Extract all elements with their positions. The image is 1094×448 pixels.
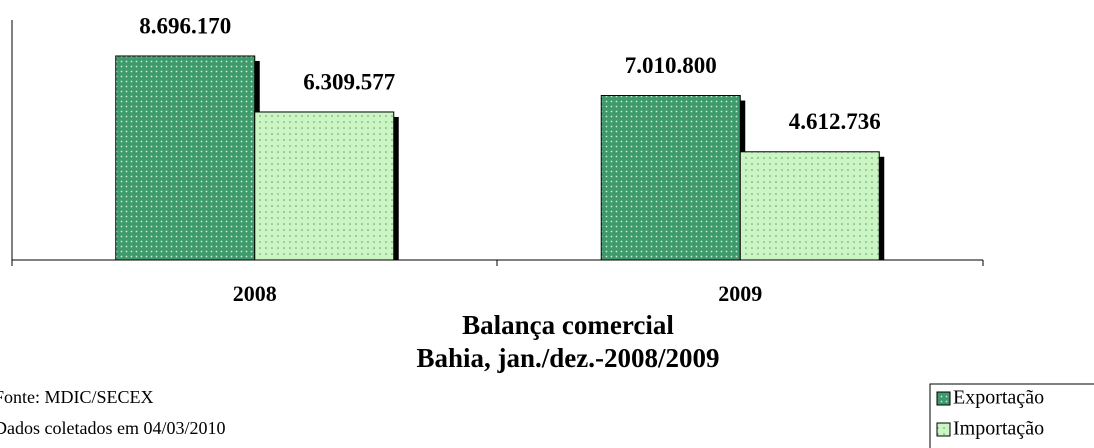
chart-title: Balança comercial: [462, 310, 674, 340]
value-label: 7.010.800: [625, 53, 717, 78]
note: Dados coletados em 04/03/2010: [0, 418, 225, 438]
x-tick-label: 2009: [718, 281, 762, 306]
x-tick-label: 2008: [233, 281, 277, 306]
legend-swatch: [936, 391, 951, 406]
bar: [254, 111, 395, 261]
legend-label: Exportação: [953, 387, 1044, 409]
bar: [115, 55, 256, 261]
bar: [600, 95, 741, 261]
legend-swatch: [936, 422, 951, 437]
legend-label: Importação: [953, 418, 1044, 440]
note: Fonte: MDIC/SECEX: [0, 387, 154, 407]
legend-box: [929, 383, 1094, 448]
value-label: 8.696.170: [139, 13, 231, 38]
bar: [739, 151, 880, 261]
value-label: 4.612.736: [789, 109, 881, 134]
value-label: 6.309.577: [303, 69, 395, 94]
chart-subtitle: Bahia, jan./dez.-2008/2009: [416, 343, 719, 373]
